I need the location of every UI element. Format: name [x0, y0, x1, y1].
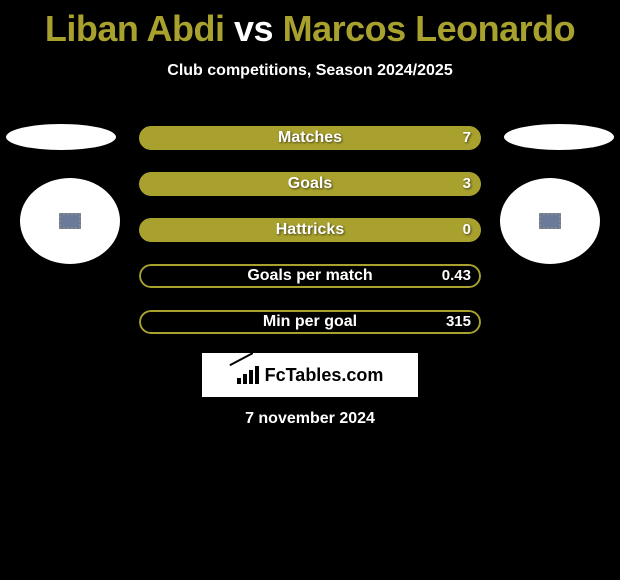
- player1-badge-placeholder: [59, 213, 81, 229]
- stats-container: Matches7Goals3Hattricks0Goals per match0…: [139, 126, 481, 356]
- logo-text: FcTables.com: [265, 365, 384, 386]
- player2-badge-placeholder: [539, 213, 561, 229]
- stat-value: 7: [463, 126, 471, 150]
- player2-name: Marcos Leonardo: [283, 8, 576, 49]
- stat-label: Goals: [139, 172, 481, 196]
- vs-text: vs: [234, 8, 273, 49]
- stat-row: Goals3: [139, 172, 481, 196]
- stat-value: 0.43: [442, 264, 471, 288]
- chart-icon: [237, 366, 261, 384]
- date-text: 7 november 2024: [0, 410, 620, 428]
- player1-name: Liban Abdi: [45, 8, 225, 49]
- comparison-title: Liban Abdi vs Marcos Leonardo: [0, 0, 620, 50]
- stat-label: Matches: [139, 126, 481, 150]
- logo-content: FcTables.com: [237, 365, 384, 386]
- stat-value: 3: [463, 172, 471, 196]
- stat-row: Goals per match0.43: [139, 264, 481, 288]
- right-ellipse-decoration: [504, 124, 614, 150]
- player1-badge: [20, 178, 120, 264]
- stat-value: 315: [446, 310, 471, 334]
- stat-value: 0: [463, 218, 471, 242]
- stat-row: Min per goal315: [139, 310, 481, 334]
- subtitle: Club competitions, Season 2024/2025: [0, 62, 620, 80]
- stat-row: Hattricks0: [139, 218, 481, 242]
- player2-badge: [500, 178, 600, 264]
- stat-label: Min per goal: [139, 310, 481, 334]
- stat-label: Goals per match: [139, 264, 481, 288]
- left-ellipse-decoration: [6, 124, 116, 150]
- stat-row: Matches7: [139, 126, 481, 150]
- stat-label: Hattricks: [139, 218, 481, 242]
- fctables-logo: FcTables.com: [202, 353, 418, 397]
